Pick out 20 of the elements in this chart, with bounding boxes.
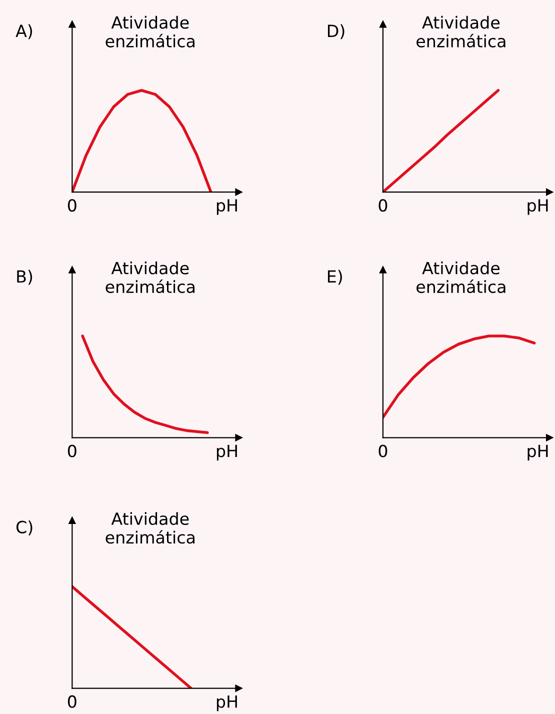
y-axis-title: Atividade enzimática xyxy=(106,512,194,544)
y-axis-title: Atividade enzimática xyxy=(106,262,194,294)
chart-title: C) xyxy=(16,520,32,536)
text: 0 xyxy=(68,695,76,708)
text: 0 xyxy=(68,199,76,212)
x-axis-title: pH xyxy=(528,199,548,215)
text: 0 xyxy=(68,444,76,458)
chart-title: E) xyxy=(328,270,342,285)
y-axis-title: Atividade enzimática xyxy=(106,16,194,48)
chart-title: D) xyxy=(328,24,344,40)
chart-title: B) xyxy=(17,270,32,285)
x-axis-title: pH xyxy=(216,696,237,712)
text: 0 xyxy=(378,199,388,212)
text: 0 xyxy=(378,444,388,458)
x-axis-title: pH xyxy=(528,444,548,461)
y-axis-title: Atividade enzimática xyxy=(416,16,506,48)
x-axis-title: pH xyxy=(216,199,237,215)
x-axis-title: pH xyxy=(216,444,237,461)
chart-title: A) xyxy=(16,24,32,40)
y-axis-title: Atividade enzimática xyxy=(416,262,506,294)
